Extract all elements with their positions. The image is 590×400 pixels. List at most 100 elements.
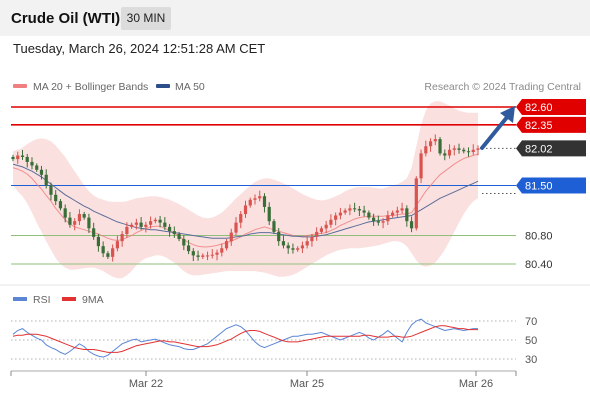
candle-body bbox=[63, 208, 67, 218]
candle-body bbox=[96, 236, 101, 247]
candle-body bbox=[210, 254, 214, 256]
rsi-tick-label: 70 bbox=[525, 316, 537, 328]
candle-body bbox=[49, 185, 53, 195]
candle-body bbox=[30, 161, 34, 166]
candle-body bbox=[281, 241, 286, 246]
candle-body bbox=[163, 222, 167, 227]
candle-body bbox=[419, 153, 423, 179]
header-bar: Crude Oil (WTI) 30 MIN bbox=[0, 0, 590, 36]
candle-body bbox=[101, 246, 105, 254]
candle-body bbox=[11, 156, 15, 160]
candle-body bbox=[414, 178, 418, 229]
candle-body bbox=[125, 226, 129, 235]
candle-body bbox=[452, 148, 456, 150]
candle-body bbox=[315, 231, 319, 237]
ma50-line bbox=[12, 163, 479, 239]
candle-body bbox=[144, 224, 148, 227]
x-tick-label: Mar 22 bbox=[129, 378, 163, 390]
candle-body bbox=[372, 217, 376, 222]
candle-body bbox=[319, 228, 324, 232]
candle-body bbox=[277, 231, 281, 242]
candle-body bbox=[130, 224, 134, 227]
candle-body bbox=[424, 146, 428, 154]
timeframe-button[interactable]: 30 MIN bbox=[121, 7, 171, 30]
candle-body bbox=[386, 215, 390, 222]
candle-body bbox=[239, 214, 243, 223]
candle-body bbox=[82, 214, 86, 218]
candle-body bbox=[353, 208, 357, 210]
candle-body bbox=[35, 165, 39, 170]
candle-body bbox=[182, 239, 186, 246]
candle-body bbox=[44, 174, 48, 186]
candle-body bbox=[58, 201, 63, 209]
candle-body bbox=[367, 212, 371, 218]
candle-body bbox=[39, 169, 44, 175]
candlesticks bbox=[11, 134, 480, 262]
candle-body bbox=[134, 222, 138, 225]
candle-body bbox=[111, 248, 115, 257]
price-level-label: 80.80 bbox=[525, 230, 553, 242]
rsi-9ma-line bbox=[12, 325, 478, 353]
candle-body bbox=[149, 221, 153, 225]
price-tag-resistance bbox=[516, 99, 586, 115]
candle-body bbox=[215, 252, 219, 255]
rsi-tick-label: 30 bbox=[525, 354, 537, 366]
candle-body bbox=[272, 221, 276, 232]
candle-body bbox=[139, 222, 143, 227]
legend-label-ma20: MA 20 + Bollinger Bands bbox=[33, 81, 148, 93]
candle-body bbox=[92, 228, 96, 237]
price-tag-pivot bbox=[516, 177, 586, 194]
rsi-tick-label: 50 bbox=[525, 335, 537, 347]
candle-body bbox=[253, 198, 257, 200]
price-tag-current bbox=[516, 140, 586, 157]
price-tag-resistance bbox=[516, 116, 586, 133]
candle-body bbox=[286, 245, 290, 249]
candle-body bbox=[25, 156, 29, 162]
candle-body bbox=[362, 210, 366, 213]
candle-body bbox=[471, 149, 475, 152]
candle-body bbox=[267, 206, 271, 222]
legend-label-ma50: MA 50 bbox=[175, 81, 205, 93]
candle-body bbox=[205, 255, 210, 257]
forecast-arrow bbox=[480, 106, 515, 150]
candle-body bbox=[466, 151, 471, 153]
candle-body bbox=[262, 196, 267, 207]
candle-body bbox=[115, 241, 119, 249]
price-level-label: 81.50 bbox=[525, 181, 553, 193]
legend-label-rsi: RSI bbox=[33, 294, 51, 306]
candle-body bbox=[87, 217, 91, 229]
candle-body bbox=[334, 215, 338, 220]
candle-body bbox=[376, 221, 380, 223]
candle-body bbox=[457, 148, 461, 150]
candle-body bbox=[409, 221, 414, 229]
candle-body bbox=[462, 149, 466, 152]
rsi-line bbox=[12, 318, 478, 358]
candle-body bbox=[433, 139, 437, 142]
legend-label-9ma: 9MA bbox=[82, 294, 104, 306]
candle-body bbox=[248, 199, 252, 206]
candle-body bbox=[324, 224, 328, 229]
legend-swatch-ma50 bbox=[156, 84, 170, 88]
candle-body bbox=[77, 214, 82, 222]
instrument-title: Crude Oil (WTI) bbox=[11, 10, 121, 27]
candle-body bbox=[172, 231, 176, 235]
candle-body bbox=[338, 212, 342, 216]
candle-body bbox=[177, 234, 181, 240]
candle-body bbox=[310, 236, 314, 242]
x-axis: Mar 22 Mar 25 Mar 26 bbox=[10, 371, 517, 390]
candle-body bbox=[243, 205, 248, 215]
candle-body bbox=[400, 208, 404, 211]
candle-body bbox=[405, 208, 409, 222]
candle-body bbox=[167, 226, 172, 232]
x-tick-label: Mar 26 bbox=[459, 378, 493, 390]
candle-body bbox=[201, 255, 205, 257]
candle-body bbox=[343, 210, 347, 213]
arrow-shaft bbox=[480, 114, 510, 150]
candle-body bbox=[329, 219, 333, 225]
candle-body bbox=[158, 219, 162, 223]
candle-body bbox=[357, 209, 361, 211]
candle-body bbox=[390, 212, 395, 216]
legend-swatch-9ma bbox=[62, 297, 76, 301]
price-level-label: 82.02 bbox=[525, 143, 553, 155]
